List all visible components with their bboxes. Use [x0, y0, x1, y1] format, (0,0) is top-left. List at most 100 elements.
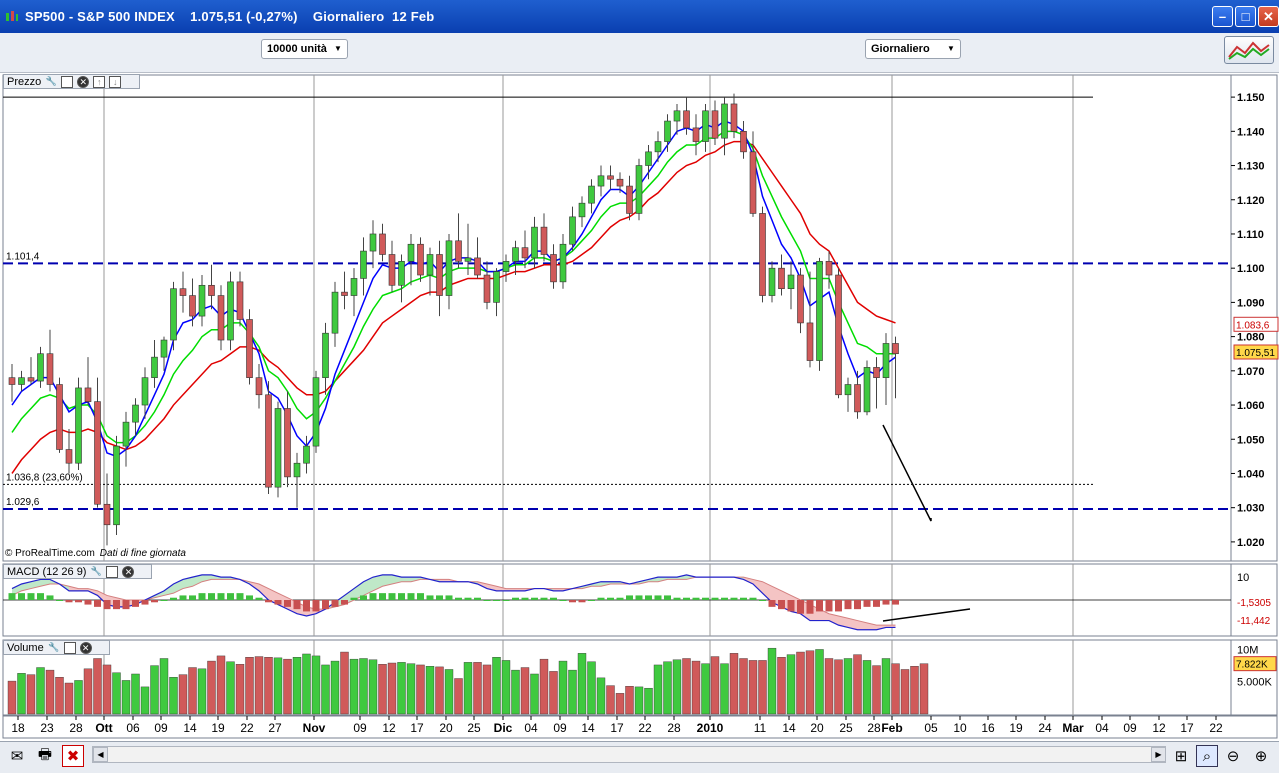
x-tick-label: 14 [183, 721, 197, 735]
candle-body [407, 243, 415, 262]
volume-bar [606, 685, 615, 715]
close-panel-icon[interactable]: ✕ [77, 75, 90, 88]
volume-bar [843, 658, 853, 715]
candle-body [160, 339, 168, 358]
candle-body [882, 343, 890, 378]
window-icon[interactable] [63, 641, 76, 654]
x-tick-label: 09 [353, 721, 367, 735]
quantity-select[interactable]: 10000 unità ▼ [261, 39, 348, 59]
x-tick-label: Mar [1062, 721, 1084, 735]
macd-histogram-bar [331, 600, 339, 607]
chart-toolbar: 10000 unità ▼ Giornaliero ▼ [0, 33, 1279, 73]
macd-histogram-bar [569, 600, 576, 603]
y-tick-label: 1.140 [1237, 126, 1265, 138]
close-panel-icon[interactable]: ✕ [79, 641, 92, 654]
macd-histogram-bar [664, 595, 671, 600]
zoom-reset-icon[interactable]: ⊞ [1174, 748, 1188, 765]
zoom-out-icon[interactable]: ⊖ [1226, 748, 1240, 765]
macd-histogram-bar [683, 597, 690, 600]
volume-bar [7, 680, 17, 715]
candle-body [141, 377, 149, 406]
zoom-in-icon[interactable]: ⊕ [1254, 748, 1268, 765]
chart-area[interactable]: 18 23 28 Ott 06 09 14 19 22 27 Nov 09 12 17 20 25 Dic 04 0… [0, 73, 1279, 741]
macd-histogram-bar [417, 593, 424, 600]
volume-bar [568, 669, 577, 715]
volume-bar [45, 669, 55, 715]
macd-histogram-bar [882, 600, 890, 605]
candle-body [673, 110, 681, 122]
maximize-button[interactable]: □ [1235, 6, 1256, 27]
x-tick-label: 20 [439, 721, 453, 735]
volume-bar [853, 654, 862, 715]
candle-body [464, 257, 472, 262]
print-icon[interactable]: 🖶 [37, 745, 53, 763]
x-tick-label: 09 [154, 721, 168, 735]
scroll-right-arrow[interactable]: ▶ [1151, 747, 1166, 762]
horizontal-scrollbar[interactable]: ◀ ▶ [92, 746, 1166, 763]
x-tick-label: 17 [410, 721, 424, 735]
volume-bar [93, 658, 102, 715]
period-select[interactable]: Giornaliero ▼ [865, 39, 961, 59]
candle-body [844, 384, 852, 396]
window-icon[interactable] [61, 75, 74, 88]
indicators-button[interactable] [1224, 36, 1274, 64]
x-tick-label: 17 [1180, 721, 1194, 735]
candle-body [122, 421, 130, 447]
volume-bar [596, 677, 606, 715]
macd-histogram-bar [502, 600, 510, 601]
macd-histogram-bar [597, 597, 605, 600]
move-up-icon[interactable]: ↑ [93, 75, 106, 88]
candle-body [721, 103, 728, 139]
volume-bar [511, 669, 520, 715]
move-down-icon[interactable]: ↓ [109, 75, 122, 88]
window-icon[interactable] [106, 565, 119, 578]
wrench-icon[interactable]: 🔧 [90, 565, 103, 576]
volume-bar [74, 680, 83, 715]
wrench-icon[interactable]: 🔧 [45, 75, 57, 86]
x-tick-label: 14 [581, 721, 595, 735]
candle-body [502, 261, 510, 272]
minimize-button[interactable]: – [1212, 6, 1233, 27]
macd-histogram-bar [702, 597, 709, 600]
volume-bar [435, 666, 444, 715]
macd-histogram-bar [284, 600, 291, 607]
x-tick-label: 25 [839, 721, 853, 735]
macd-histogram-bar [540, 597, 548, 600]
horizontal-level-label: 1.036,8 (23,60%) [6, 472, 83, 483]
close-button[interactable]: ✕ [1258, 6, 1279, 27]
volume-bar [112, 672, 121, 715]
macd-histogram-bar [464, 597, 472, 600]
candle-body [388, 254, 396, 286]
candle-body [768, 267, 776, 296]
x-tick-label: 19 [1009, 721, 1023, 735]
macd-signal-fill [382, 574, 392, 587]
macd-histogram-bar [673, 597, 681, 600]
volume-bar [672, 659, 682, 715]
candle-body [749, 151, 757, 214]
x-tick-label: 09 [1123, 721, 1137, 735]
volume-bar [311, 655, 321, 715]
quantity-select-value: 10000 unità [267, 43, 327, 55]
volume-bar [197, 668, 207, 715]
y-tick-label: 1.050 [1237, 434, 1265, 446]
wrench-icon[interactable]: 🔧 [48, 641, 60, 652]
candle-body [369, 233, 377, 252]
scroll-left-arrow[interactable]: ◀ [93, 747, 108, 762]
period-select-value: Giornaliero [871, 43, 930, 55]
volume-bar [910, 666, 919, 715]
macd-histogram-bar [493, 600, 500, 601]
close-panel-icon[interactable]: ✕ [122, 565, 135, 578]
zoom-area-icon[interactable]: ⌕ [1196, 745, 1218, 767]
candle-body [873, 367, 880, 378]
volume-bar [644, 687, 653, 715]
mail-icon[interactable]: ✉ [10, 748, 24, 765]
macd-signal-fill [857, 620, 867, 630]
y-tick-label: 1.080 [1237, 332, 1265, 344]
candle-body [65, 449, 73, 464]
disconnect-icon[interactable]: ✖ [62, 745, 84, 767]
chart-canvas[interactable]: 18 23 28 Ott 06 09 14 19 22 27 Nov 09 12 17 20 25 Dic 04 0… [0, 73, 1279, 741]
macd-histogram-bar [322, 600, 329, 610]
macd-histogram-bar [711, 597, 719, 600]
candle-body [274, 408, 282, 488]
macd-histogram-bar [626, 595, 633, 600]
